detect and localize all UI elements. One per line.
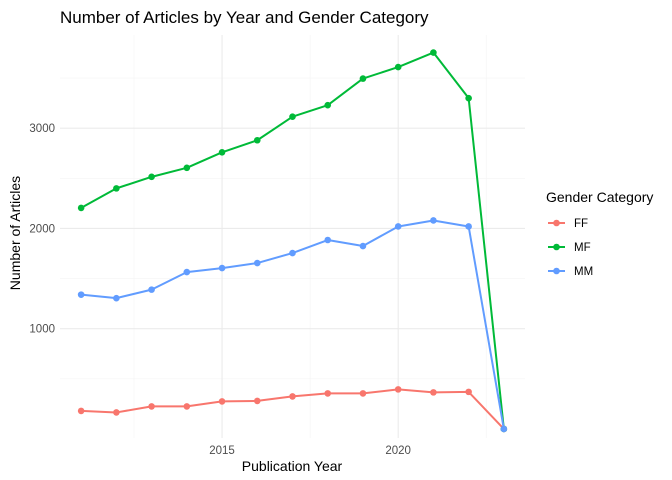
data-point-ff — [324, 390, 332, 397]
data-point-mm — [500, 425, 508, 433]
series-ff — [77, 386, 508, 433]
data-point-mm — [113, 294, 120, 302]
legend-item-mf: MF — [548, 242, 591, 254]
data-point-ff — [394, 386, 402, 393]
data-point-ff — [183, 403, 191, 410]
legend-label: MF — [574, 242, 591, 254]
series-mf — [77, 49, 508, 433]
data-point-mm — [253, 259, 261, 267]
plot-grid — [60, 35, 525, 438]
data-point-ff — [430, 389, 437, 396]
data-point-mf — [394, 63, 402, 71]
legend: Gender Category FF MF MM — [546, 189, 653, 278]
data-point-mf — [430, 49, 437, 56]
legend-items: FF MF MM — [548, 218, 593, 278]
y-tick-label: 3000 — [29, 123, 55, 135]
series-mm — [77, 217, 508, 433]
data-point-mm — [324, 236, 332, 244]
x-tick-label: 2015 — [209, 445, 235, 457]
data-point-mm — [183, 268, 191, 276]
data-point-ff — [253, 397, 261, 405]
legend-item-mm: MM — [548, 266, 593, 278]
data-point-mm — [289, 249, 296, 257]
data-point-ff — [77, 407, 85, 415]
x-axis-ticks: 2015 2020 — [209, 445, 411, 457]
legend-label: MM — [574, 266, 593, 278]
data-point-mm — [465, 223, 472, 230]
y-tick-label: 1000 — [29, 324, 55, 336]
series-line-mf — [80, 51, 505, 430]
data-point-mm — [430, 217, 437, 224]
legend-title: Gender Category — [546, 189, 653, 205]
plot-series — [77, 49, 508, 433]
data-point-mf — [324, 101, 332, 109]
legend-key-point — [553, 267, 560, 275]
data-point-mm — [218, 264, 226, 272]
data-point-mf — [359, 75, 367, 82]
y-axis-ticks: 1000 2000 3000 — [29, 123, 55, 335]
data-point-ff — [218, 398, 226, 405]
data-point-mm — [77, 291, 85, 298]
data-point-mf — [218, 148, 226, 156]
data-point-mm — [359, 242, 367, 250]
data-point-mf — [77, 204, 85, 212]
data-point-ff — [289, 393, 296, 400]
data-point-mf — [148, 173, 155, 181]
y-tick-label: 2000 — [29, 223, 55, 235]
data-point-mf — [253, 136, 261, 144]
data-point-mf — [465, 94, 472, 102]
data-point-mm — [148, 286, 155, 293]
legend-item-ff: FF — [548, 218, 588, 230]
data-point-mm — [394, 223, 402, 230]
data-point-ff — [113, 409, 120, 416]
legend-key-point — [553, 219, 560, 227]
data-point-mf — [113, 185, 120, 192]
legend-key-point — [553, 243, 560, 251]
legend-label: FF — [574, 218, 588, 230]
data-point-ff — [465, 388, 472, 396]
data-point-ff — [148, 403, 155, 410]
data-point-mf — [183, 164, 191, 172]
data-point-ff — [359, 390, 367, 397]
y-axis-title: Number of Articles — [7, 176, 23, 290]
x-axis-title: Publication Year — [242, 458, 343, 474]
x-tick-label: 2020 — [385, 445, 411, 457]
data-point-mf — [289, 113, 296, 121]
chart-title: Number of Articles by Year and Gender Ca… — [60, 8, 429, 27]
